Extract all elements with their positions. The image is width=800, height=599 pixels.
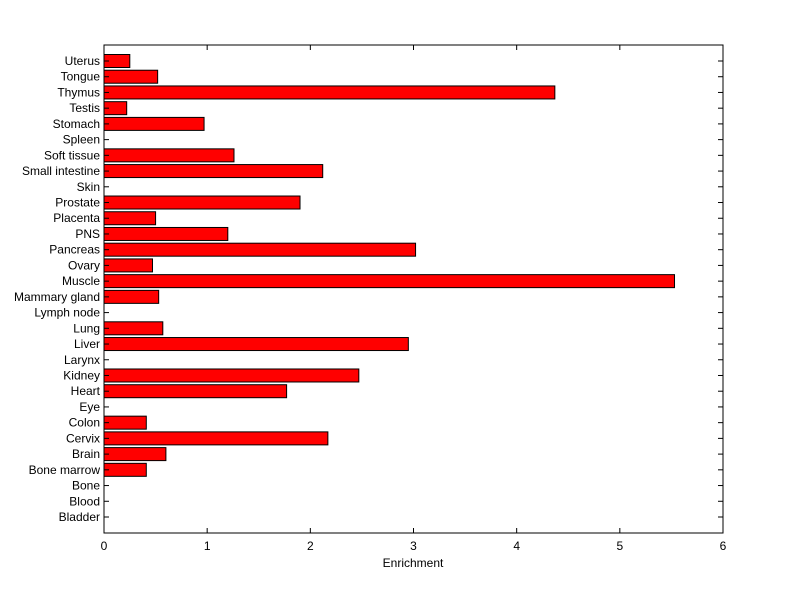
y-tick-label: Spleen — [63, 133, 100, 147]
bar — [103, 258, 153, 273]
plot-area — [104, 45, 723, 533]
bar — [103, 226, 229, 241]
y-tick-label: Placenta — [53, 211, 100, 225]
y-tick-label: Muscle — [62, 274, 100, 288]
y-tick-label: Lung — [73, 321, 100, 335]
y-tick-label: Cervix — [66, 431, 100, 445]
bar — [103, 368, 360, 383]
x-tick-label: 4 — [513, 539, 520, 553]
y-tick-label: Mammary gland — [14, 290, 100, 304]
x-tick-label: 6 — [720, 539, 727, 553]
axes-frame — [103, 44, 724, 534]
bar — [103, 69, 159, 84]
y-tick-label: Bladder — [59, 510, 100, 524]
y-tick-label: PNS — [75, 227, 100, 241]
y-tick-label: Heart — [71, 384, 101, 398]
y-tick-label: Thymus — [57, 85, 100, 99]
y-tick-label: Liver — [74, 337, 100, 351]
y-tick-label: Ovary — [68, 258, 100, 272]
bar — [103, 211, 157, 226]
y-tick-label: Lymph node — [34, 306, 100, 320]
y-tick-label: Bone marrow — [29, 463, 101, 477]
x-tick-label: 0 — [101, 539, 108, 553]
bar — [103, 242, 417, 257]
y-tick-label: Bone — [72, 479, 100, 493]
bar — [103, 195, 301, 210]
y-tick-label: Blood — [69, 494, 100, 508]
x-axis-label: Enrichment — [383, 556, 444, 570]
y-tick-label: Brain — [72, 447, 100, 461]
bar — [103, 415, 147, 430]
bar — [103, 337, 409, 352]
bar — [103, 148, 235, 163]
y-tick-label: Skin — [77, 180, 100, 194]
y-tick-label: Soft tissue — [44, 148, 100, 162]
y-tick-label: Prostate — [55, 196, 100, 210]
bar — [103, 274, 676, 289]
bar — [103, 384, 288, 399]
y-tick-label: Larynx — [64, 353, 100, 367]
y-tick-label: Stomach — [53, 117, 100, 131]
bar — [103, 85, 556, 100]
bar — [103, 447, 167, 462]
y-tick-label: Uterus — [65, 54, 100, 68]
x-tick-label: 1 — [204, 539, 211, 553]
x-tick-label: 3 — [410, 539, 417, 553]
y-tick-label: Pancreas — [49, 243, 100, 257]
y-tick-label: Colon — [69, 416, 100, 430]
bar — [103, 164, 324, 179]
x-tick-label: 5 — [616, 539, 623, 553]
x-tick-label: 2 — [307, 539, 314, 553]
y-tick-label: Tongue — [61, 70, 101, 84]
y-tick-label: Kidney — [63, 368, 100, 382]
bar — [103, 462, 147, 477]
bar — [103, 289, 160, 304]
y-tick-label: Eye — [79, 400, 100, 414]
bar — [103, 431, 329, 446]
bar — [103, 116, 205, 131]
y-tick-label: Testis — [69, 101, 100, 115]
bar — [103, 321, 164, 336]
x-axis-ticks: 0 1 2 3 4 5 6 — [101, 45, 727, 553]
y-tick-label: Small intestine — [22, 164, 100, 178]
